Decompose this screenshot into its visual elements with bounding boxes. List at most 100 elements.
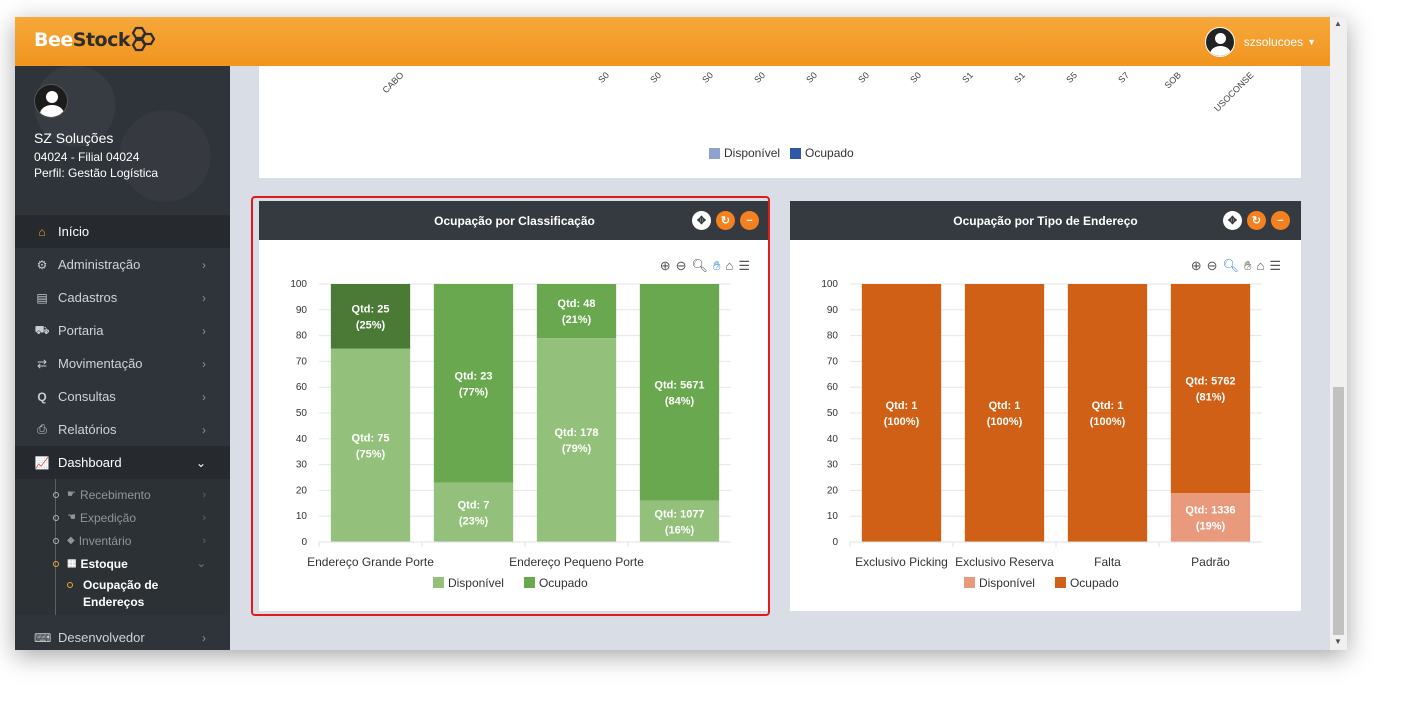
- legend-swatch[interactable]: [432, 577, 444, 588]
- submenu-item-estoque[interactable]: ▦ Estoque ⌄: [15, 552, 230, 575]
- menu-icon[interactable]: ☰: [738, 258, 750, 273]
- bar-segment-ocupado[interactable]: [964, 284, 1045, 542]
- legend-swatch[interactable]: [1054, 577, 1066, 588]
- bar-segment-ocupado[interactable]: [330, 284, 411, 349]
- x-axis-tick-label: S5: [1064, 70, 1080, 85]
- x-axis-tick-label: SOB: [1162, 70, 1184, 91]
- refresh-icon[interactable]: ↻: [1247, 211, 1266, 230]
- submenu-item-label: Inventário: [78, 533, 132, 548]
- zoom-selection-icon[interactable]: 🔍︎: [1222, 258, 1240, 273]
- data-label: (81%): [1196, 391, 1226, 403]
- chevron-down-icon: ⌄: [195, 455, 206, 470]
- legend-swatch[interactable]: [523, 577, 535, 588]
- expand-icon[interactable]: ✥: [1223, 211, 1242, 230]
- zoom-selection-icon[interactable]: 🔍︎: [691, 258, 709, 273]
- menu-icon[interactable]: ☰: [1269, 258, 1281, 273]
- y-axis-tick-label: 0: [832, 537, 838, 548]
- submenu-item-ocupacao-enderecos[interactable]: Ocupação de Endereços: [15, 577, 165, 611]
- sidebar-item-consultas[interactable]: Q Consultas ›: [15, 380, 230, 413]
- collapse-icon[interactable]: −: [1271, 211, 1290, 230]
- chart-legend: Disponível Ocupado: [963, 576, 1119, 590]
- sidebar-item-desenvolvedor[interactable]: ⌨ Desenvolvedor ›: [15, 621, 230, 650]
- data-label: (100%): [987, 416, 1023, 428]
- zoom-out-icon[interactable]: ⊖: [1206, 258, 1218, 273]
- refresh-icon[interactable]: ↻: [716, 211, 735, 230]
- keyboard-icon: ⌨: [34, 630, 52, 645]
- data-label: Qtd: 1: [1092, 400, 1124, 412]
- company-name: SZ Soluções: [34, 130, 114, 146]
- bar-segment-ocupado[interactable]: [433, 284, 514, 483]
- y-axis-tick-label: 20: [296, 485, 308, 496]
- submenu-item-expedicao[interactable]: ☚ Expedição ›: [15, 506, 230, 529]
- zoom-in-icon[interactable]: ⊕: [1190, 258, 1202, 273]
- legend-item[interactable]: Ocupado: [790, 146, 854, 160]
- pan-icon[interactable]: ✋︎: [1244, 258, 1252, 273]
- data-label: Qtd: 7: [458, 499, 490, 511]
- bar-segment-disponivel[interactable]: [330, 348, 411, 543]
- sidebar-item-cadastros[interactable]: ▤ Cadastros ›: [15, 281, 230, 314]
- legend-label[interactable]: Ocupado: [1070, 576, 1119, 590]
- y-axis-tick-label: 80: [827, 331, 839, 342]
- sidebar-item-relatorios[interactable]: ⎙ Relatórios ›: [15, 413, 230, 446]
- bar-segment-ocupado[interactable]: [639, 284, 720, 501]
- zoom-out-icon[interactable]: ⊖: [675, 258, 687, 273]
- legend-label[interactable]: Disponível: [979, 576, 1035, 590]
- panel-title: Ocupação por Tipo de Endereço: [953, 213, 1138, 228]
- data-label: (100%): [1090, 416, 1126, 428]
- sidebar-item-portaria[interactable]: ⛟ Portaria ›: [15, 314, 230, 347]
- sidebar-item-movimentacao[interactable]: ⇄ Movimentação ›: [15, 347, 230, 380]
- bar-segment-ocupado[interactable]: [1170, 284, 1251, 493]
- scroll-up-icon[interactable]: ▲: [1334, 19, 1342, 28]
- expand-icon[interactable]: ✥: [692, 211, 711, 230]
- top-bar: BeeStock szsolucoes ▼: [15, 17, 1330, 66]
- legend-label[interactable]: Ocupado: [539, 576, 588, 590]
- bar-segment-disponivel[interactable]: [639, 500, 720, 542]
- app-window: BeeStock szsolucoes ▼ ▲ ▼ SZ Soluções 04…: [15, 17, 1347, 650]
- dashboard-submenu: ☛ Recebimento › ☚ Expedição › ◆ Inventár…: [15, 479, 230, 615]
- legend-label[interactable]: Disponível: [448, 576, 504, 590]
- data-label: Qtd: 48: [558, 298, 596, 310]
- bar-segment-ocupado[interactable]: [1067, 284, 1148, 542]
- data-label: Qtd: 1077: [654, 508, 704, 520]
- top-chart-panel: CABO S0 S0 S0 S0 S0 S0 S0 S1 S1 S5 S7 SOB USOCONSE Di…: [259, 66, 1301, 178]
- logo[interactable]: BeeStock: [34, 29, 130, 51]
- reset-zoom-icon[interactable]: ⌂: [1256, 258, 1265, 273]
- chevron-right-icon: ›: [202, 290, 206, 305]
- sidebar-item-dashboard[interactable]: 📈 Dashboard ⌄: [15, 446, 230, 479]
- pan-icon[interactable]: ✋︎: [713, 258, 721, 273]
- legend-swatch: [790, 147, 802, 159]
- bar-segment-ocupado[interactable]: [861, 284, 942, 542]
- highlight-box: [251, 196, 770, 616]
- collapse-icon[interactable]: −: [740, 211, 759, 230]
- bar-segment-disponivel[interactable]: [1170, 492, 1251, 542]
- bar-segment-disponivel[interactable]: [536, 338, 617, 542]
- data-label: Qtd: 75: [352, 432, 390, 444]
- sidebar-item-inicio[interactable]: ⌂ Início: [15, 215, 230, 248]
- user-menu[interactable]: szsolucoes ▼: [1204, 27, 1316, 57]
- x-axis-tick-label: S1: [1012, 70, 1028, 85]
- y-axis-tick-label: 90: [827, 305, 839, 316]
- submenu-item-recebimento[interactable]: ☛ Recebimento ›: [15, 483, 230, 506]
- scroll-down-icon[interactable]: ▼: [1334, 637, 1342, 646]
- y-axis-tick-label: 60: [827, 382, 839, 393]
- user-avatar: [1204, 27, 1235, 57]
- data-label: (19%): [1196, 520, 1226, 532]
- sidebar-item-label: Portaria: [58, 323, 104, 338]
- sidebar-item-administracao[interactable]: ⚙ Administração ›: [15, 248, 230, 281]
- panel-title: Ocupação por Classificação: [434, 213, 595, 228]
- bar-segment-ocupado[interactable]: [536, 284, 617, 339]
- chart-toolbar: ⊕ ⊖ 🔍︎ ✋︎ ⌂ ☰: [1191, 258, 1281, 274]
- reset-zoom-icon[interactable]: ⌂: [725, 258, 734, 273]
- scrollbar-thumb[interactable]: [1333, 387, 1344, 635]
- submenu-item-inventario[interactable]: ◆ Inventário ›: [15, 529, 230, 552]
- legend-label: Disponível: [724, 146, 781, 160]
- vertical-scrollbar[interactable]: ▲ ▼: [1330, 17, 1347, 650]
- legend-swatch[interactable]: [963, 577, 975, 588]
- data-label: (21%): [562, 314, 592, 326]
- data-label: Qtd: 1: [989, 400, 1021, 412]
- bar-segment-disponivel[interactable]: [433, 482, 514, 542]
- sidebar-item-label: Consultas: [58, 389, 116, 404]
- zoom-in-icon[interactable]: ⊕: [659, 258, 671, 273]
- legend-item[interactable]: Disponível: [709, 146, 780, 160]
- bullet-icon: [53, 560, 59, 567]
